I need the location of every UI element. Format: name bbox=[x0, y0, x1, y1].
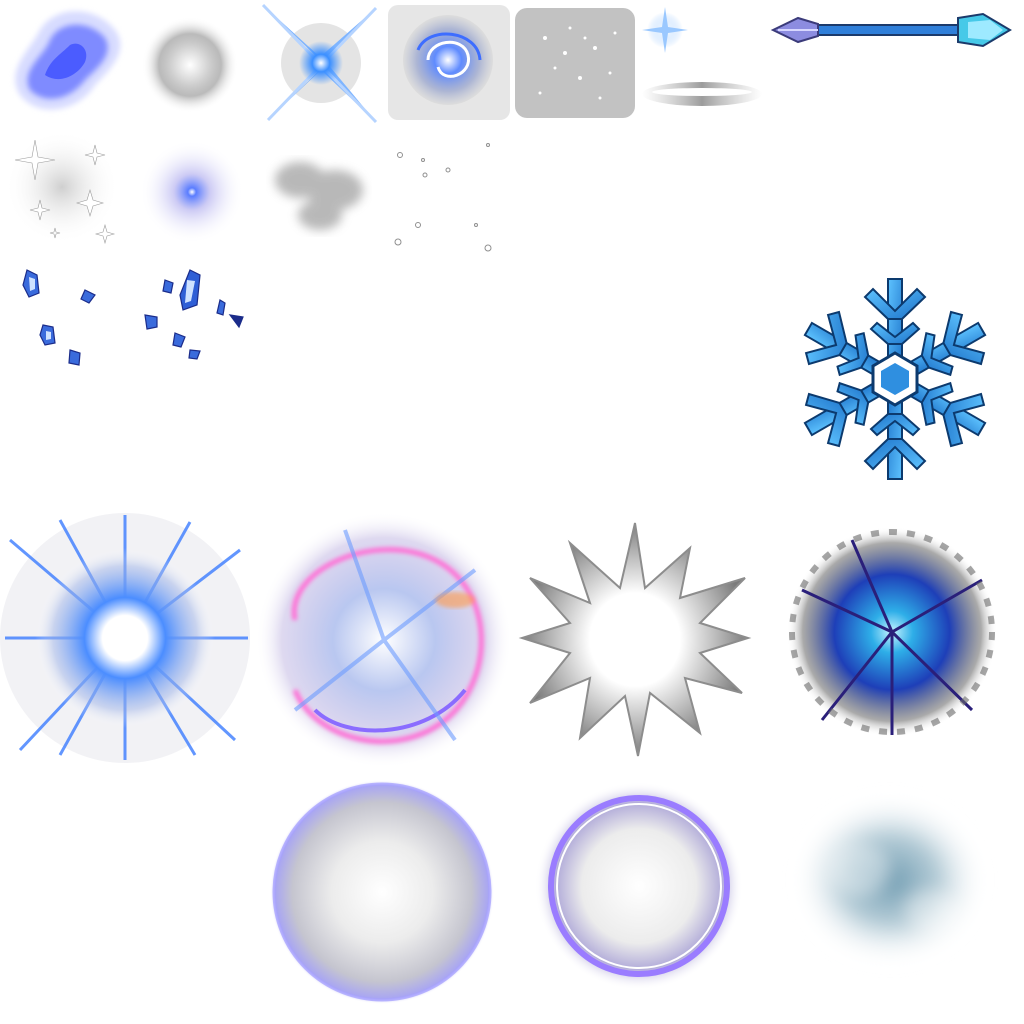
blue-dot-glow-sprite bbox=[140, 140, 245, 245]
dark-burst-sprite bbox=[782, 520, 997, 745]
vortex-sprite bbox=[388, 5, 510, 120]
ice-shards-b-sprite bbox=[135, 265, 245, 365]
ice-arrow-sprite bbox=[768, 10, 1013, 50]
sparkle-field-sprite bbox=[5, 130, 120, 245]
ice-wisp-sprite bbox=[0, 0, 130, 125]
soft-glow-sprite bbox=[140, 10, 240, 120]
snowflake-sprite bbox=[792, 268, 998, 490]
frost-fog-sprite bbox=[780, 780, 995, 980]
lens-streak-sprite bbox=[640, 72, 765, 117]
cross-flare-sprite bbox=[258, 0, 380, 125]
ice-shards-a-sprite bbox=[15, 265, 96, 375]
grey-explosion-sprite bbox=[518, 518, 752, 758]
glow-orb-sprite bbox=[268, 778, 496, 1006]
bubbles-sprite bbox=[388, 130, 508, 255]
magic-swirl-sprite bbox=[255, 510, 513, 770]
ring-orb-sprite bbox=[535, 782, 743, 990]
dust-cloud-sprite bbox=[515, 8, 635, 118]
small-star-sprite bbox=[640, 5, 690, 55]
smoke-puff-sprite bbox=[260, 140, 380, 245]
blue-burst-sprite bbox=[0, 510, 250, 765]
